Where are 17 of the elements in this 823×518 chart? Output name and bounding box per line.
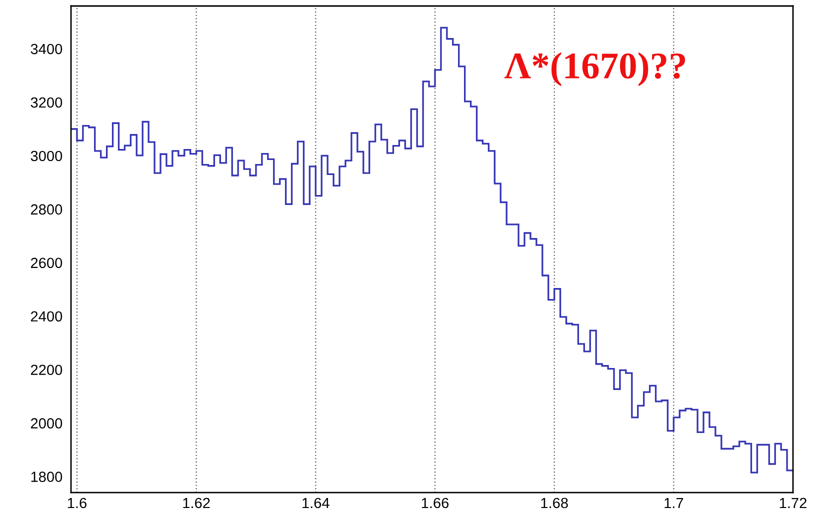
y-tick-label: 3000 bbox=[30, 150, 62, 162]
y-tick-label: 2800 bbox=[30, 204, 62, 215]
y-tick-label: 2600 bbox=[30, 258, 62, 268]
x-tick-label: 1.62 bbox=[183, 498, 210, 508]
annotation: Λ*(1670)?? bbox=[504, 52, 686, 86]
y-tick-label: 2400 bbox=[30, 311, 62, 322]
y-tick-label: 2200 bbox=[30, 364, 62, 376]
x-tick-label: 1.7 bbox=[664, 498, 684, 508]
y-tick-label: 3400 bbox=[30, 44, 62, 54]
x-tick-label: 1.72 bbox=[780, 498, 806, 508]
x-tick-label: 1.6 bbox=[68, 498, 86, 508]
y-tick-label: 1800 bbox=[31, 472, 62, 482]
x-tick-label: 1.64 bbox=[302, 498, 330, 508]
y-tick-label: 3200 bbox=[30, 97, 62, 108]
x-tick-label: 1.66 bbox=[422, 498, 449, 508]
x-tick-label: 1.68 bbox=[541, 498, 568, 508]
y-tick-label: 2000 bbox=[30, 418, 62, 429]
